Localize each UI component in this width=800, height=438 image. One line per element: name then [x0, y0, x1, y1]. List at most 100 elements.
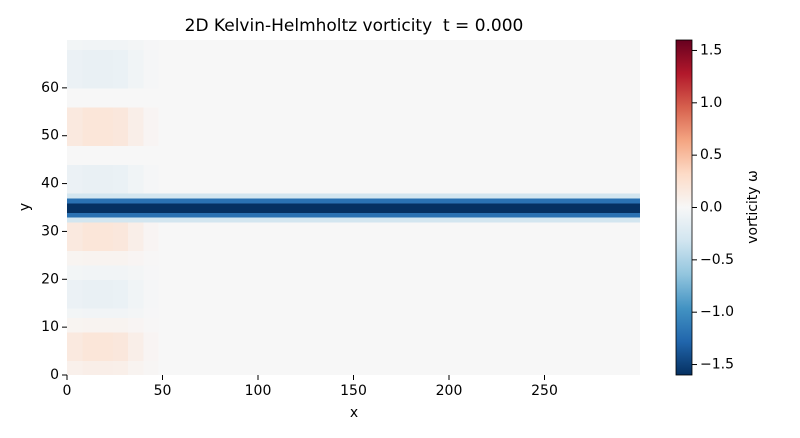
heatmap-cell	[112, 164, 129, 194]
heatmap-cell	[67, 107, 83, 146]
colorbar-tick-label: −1.0	[700, 304, 734, 320]
heatmap-cell	[97, 49, 114, 89]
heatmap-cell	[67, 40, 83, 51]
heatmap-cell	[143, 221, 160, 252]
heatmap-cell	[158, 193, 640, 199]
heatmap-cell	[82, 164, 99, 194]
heatmap-cell	[82, 193, 99, 199]
heatmap-cell	[97, 264, 114, 280]
heatmap-cell	[158, 164, 640, 194]
y-tick-label: 10	[41, 319, 59, 335]
heatmap-cell	[143, 87, 160, 108]
colorbar-tick-label: −0.5	[700, 252, 734, 268]
chart-title: 2D Kelvin-Helmholtz vorticity t = 0.000	[185, 16, 524, 36]
heatmap-cell	[67, 331, 83, 362]
heatmap-cell	[67, 202, 83, 209]
heatmap-cell	[97, 202, 114, 209]
heatmap-cell	[128, 308, 144, 319]
heatmap-cell	[158, 212, 640, 218]
heatmap-cell	[128, 202, 144, 209]
heatmap-cell	[67, 264, 83, 280]
heatmap-cell	[97, 250, 114, 266]
heatmap-cell	[143, 49, 160, 89]
heatmap-cell	[143, 202, 160, 209]
heatmap-cell	[97, 212, 114, 218]
heatmap-cell	[112, 308, 129, 319]
heatmap-cell	[82, 40, 99, 51]
heatmap-cell	[158, 145, 640, 166]
heatmap-cell	[82, 145, 99, 166]
heatmap-cell	[67, 193, 83, 199]
heatmap-cell	[67, 212, 83, 218]
heatmap-cell	[128, 331, 144, 362]
heatmap-cell	[82, 250, 99, 266]
heatmap-cell	[67, 49, 83, 89]
heatmap-cell	[67, 308, 83, 319]
heatmap-cell	[67, 360, 83, 375]
heatmap-cell	[143, 279, 160, 309]
heatmap-cell	[97, 279, 114, 309]
heatmap-cell	[158, 279, 640, 309]
heatmap-cell	[67, 197, 83, 204]
heatmap-cell	[158, 202, 640, 209]
colorbar	[675, 39, 693, 376]
heatmap-cell	[143, 212, 160, 218]
heatmap-cell	[112, 49, 129, 89]
heatmap	[67, 40, 640, 375]
heatmap-cell	[158, 221, 640, 252]
heatmap-cell	[158, 107, 640, 146]
heatmap-cell	[67, 221, 83, 252]
heatmap-cell	[112, 250, 129, 266]
heatmap-cell	[158, 49, 640, 89]
heatmap-cell	[143, 250, 160, 266]
y-tick-label: 0	[50, 367, 59, 383]
heatmap-cell	[128, 360, 144, 375]
heatmap-cell	[112, 202, 129, 209]
heatmap-cell	[128, 221, 144, 252]
heatmap-cell	[112, 331, 129, 362]
heatmap-cell	[128, 317, 144, 333]
colorbar-tick-label: 0.0	[700, 200, 722, 216]
heatmap-cell	[143, 145, 160, 166]
heatmap-cell	[143, 331, 160, 362]
heatmap-cell	[143, 164, 160, 194]
heatmap-cell	[97, 197, 114, 204]
heatmap-cell	[112, 40, 129, 51]
heatmap-cell	[97, 193, 114, 199]
heatmap-cell	[143, 360, 160, 375]
heatmap-cell	[128, 193, 144, 199]
x-tick-label: 250	[531, 383, 558, 399]
heatmap-cell	[112, 264, 129, 280]
heatmap-cell	[97, 360, 114, 375]
x-axis-label: x	[350, 405, 358, 421]
heatmap-cell	[112, 221, 129, 252]
heatmap-cell	[143, 207, 160, 213]
colorbar-tick-label: 1.0	[700, 95, 722, 111]
heatmap-cell	[82, 360, 99, 375]
heatmap-cell	[158, 360, 640, 375]
x-tick-label: 100	[245, 383, 272, 399]
heatmap-cell	[128, 279, 144, 309]
heatmap-cell	[82, 308, 99, 319]
y-tick-label: 30	[41, 223, 59, 239]
heatmap-cell	[97, 308, 114, 319]
heatmap-cell	[82, 87, 99, 108]
heatmap-cell	[128, 87, 144, 108]
x-tick-label: 200	[436, 383, 463, 399]
heatmap-cell	[67, 279, 83, 309]
heatmap-cell	[67, 145, 83, 166]
heatmap-cell	[82, 217, 99, 223]
heatmap-cell	[128, 49, 144, 89]
heatmap-cell	[67, 217, 83, 223]
heatmap-cell	[143, 317, 160, 333]
heatmap-cell	[82, 207, 99, 213]
heatmap-cell	[158, 264, 640, 280]
heatmap-cell	[158, 40, 640, 51]
heatmap-cell	[97, 217, 114, 223]
heatmap-cell	[97, 107, 114, 146]
heatmap-cell	[97, 207, 114, 213]
heatmap-cell	[143, 107, 160, 146]
y-tick-label: 20	[41, 271, 59, 287]
heatmap-cell	[82, 49, 99, 89]
